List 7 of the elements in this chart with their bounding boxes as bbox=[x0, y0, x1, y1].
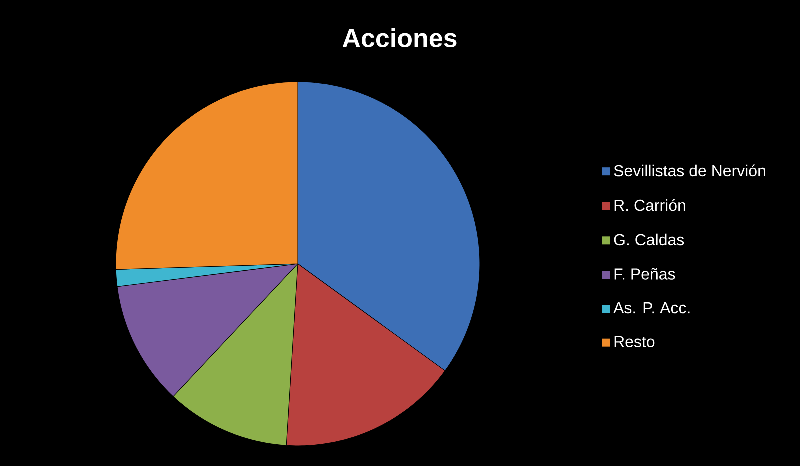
legend-label: Sevillistas de Nervión bbox=[614, 164, 766, 177]
legend-label: Resto bbox=[614, 336, 655, 348]
legend-label: R. Carrión bbox=[614, 199, 686, 212]
chart-title: Acciones bbox=[342, 28, 457, 48]
legend-label: F. Peñas bbox=[614, 268, 676, 280]
legend-label: G. Caldas bbox=[614, 234, 684, 246]
legend-label: As. P. Acc. bbox=[614, 302, 690, 314]
